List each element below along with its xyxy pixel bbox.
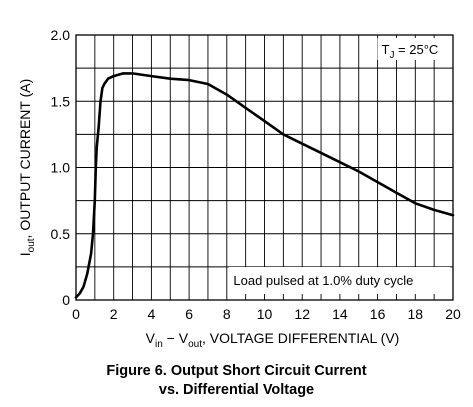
x-axis-title-v: V [146, 330, 156, 346]
y-tick-labels: 0 0.5 1.0 1.5 2.0 [51, 27, 71, 308]
x-tick-label: 4 [148, 306, 156, 322]
load-note-annotation: Load pulsed at 1.0% duty cycle [233, 273, 413, 288]
grid-lines [76, 35, 453, 300]
x-axis-title-rest: , VOLTAGE DIFFERENTIAL (V) [202, 330, 399, 346]
temperature-value: = 25°C [394, 42, 438, 57]
temperature-annotation-background [377, 38, 448, 60]
x-tick-label: 0 [72, 306, 80, 322]
x-axis-title-sub-out: out [188, 339, 202, 350]
y-axis-title-rest: , OUTPUT CURRENT (A) [17, 79, 33, 239]
x-tick-label: 2 [110, 306, 118, 322]
x-tick-label: 8 [223, 306, 231, 322]
y-axis-title-i: I [17, 252, 33, 256]
x-tick-labels: 0 2 4 6 8 10 12 14 16 18 20 [72, 306, 461, 322]
y-tick-label: 1.0 [51, 160, 71, 176]
temperature-annotation: TJ = 25°C [381, 42, 438, 61]
load-note-background [228, 267, 450, 294]
figure-caption-line-2: vs. Differential Voltage [158, 382, 315, 398]
y-tick-label: 0 [62, 292, 70, 308]
y-tick-label: 2.0 [51, 27, 71, 43]
x-tick-label: 14 [332, 306, 348, 322]
series-line [74, 72, 455, 299]
y-tick-label: 1.5 [51, 93, 71, 109]
x-tick-label: 16 [370, 306, 386, 322]
x-tick-label: 20 [445, 306, 461, 322]
x-axis-title-minus: − V [163, 330, 189, 346]
x-axis-title-sub-in: in [155, 339, 163, 350]
y-axis-title-sub: out [26, 238, 37, 252]
temperature-symbol: T [381, 42, 389, 57]
x-tick-label: 12 [294, 306, 310, 322]
x-axis-title: Vin − Vout, VOLTAGE DIFFERENTIAL (V) [146, 330, 400, 350]
y-axis-title: Iout, OUTPUT CURRENT (A) [17, 79, 37, 257]
figure-caption-line-1: Figure 6. Output Short Circuit Current [106, 363, 367, 379]
plot-frame [75, 34, 454, 301]
temperature-subscript: J [389, 50, 394, 61]
series-layer [74, 72, 455, 299]
x-tick-label: 10 [257, 306, 273, 322]
x-tick-label: 6 [185, 306, 193, 322]
y-tick-label: 0.5 [51, 226, 71, 242]
x-tick-label: 18 [408, 306, 424, 322]
